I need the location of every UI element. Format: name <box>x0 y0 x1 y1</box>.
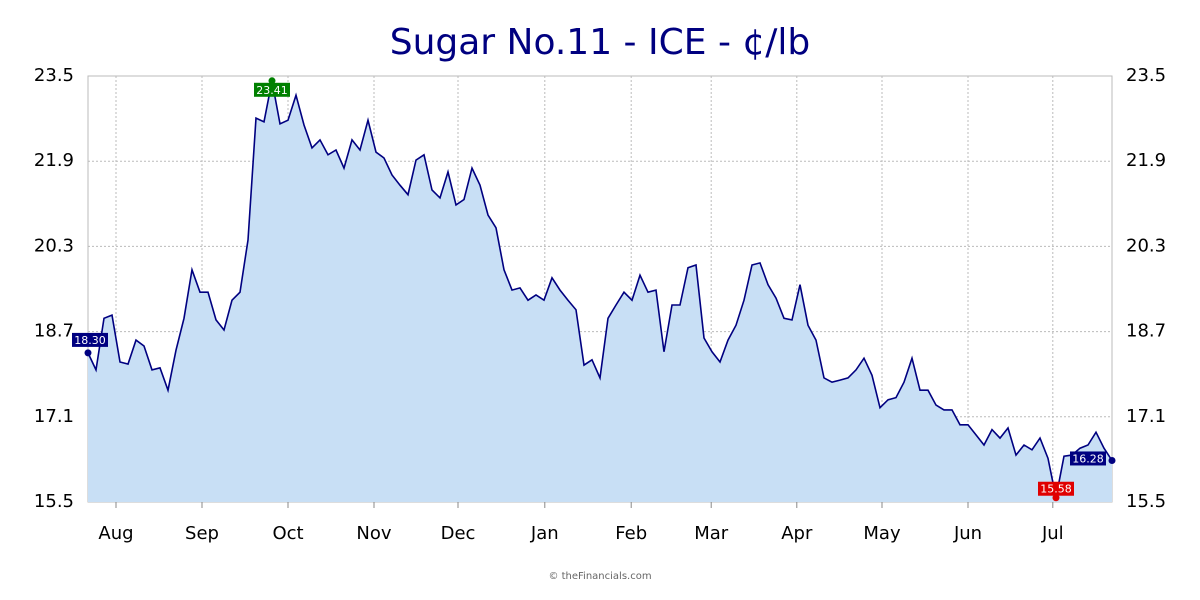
chart-title: Sugar No.11 - ICE - ¢/lb <box>390 22 811 63</box>
marker-label: 23.41 <box>256 84 288 97</box>
marker-box <box>254 82 290 97</box>
y2-tick-label: 17.1 <box>1126 406 1166 427</box>
y-tick-label: 20.3 <box>34 235 74 256</box>
y2-tick-label: 15.5 <box>1126 491 1166 512</box>
marker-point <box>268 77 276 85</box>
marker-point <box>1108 456 1116 464</box>
y-tick-label: 17.1 <box>34 406 74 427</box>
y-tick-label: 21.9 <box>34 150 74 171</box>
y2-tick-label: 21.9 <box>1126 150 1166 171</box>
y2-tick-label: 20.3 <box>1126 235 1166 256</box>
marker-box <box>1070 451 1106 466</box>
marker-box <box>1038 481 1074 496</box>
x-tick-label: Apr <box>781 523 813 544</box>
y-tick-label: 18.7 <box>34 321 74 342</box>
x-tick-label: May <box>863 523 901 544</box>
marker-label: 18.30 <box>74 334 106 347</box>
marker-label: 15.58 <box>1040 483 1072 496</box>
footer: © theFinancials.com <box>548 571 651 582</box>
marker-label: 16.28 <box>1072 452 1104 465</box>
y2-tick-label: 18.7 <box>1126 321 1166 342</box>
marker-point <box>84 349 92 357</box>
line <box>87 80 1113 498</box>
x-tick-label: Nov <box>356 523 391 544</box>
x-tick-label: Jul <box>1041 523 1064 544</box>
y2-tick-label: 23.5 <box>1126 65 1166 86</box>
area <box>88 80 1112 503</box>
y-tick-label: 23.5 <box>34 65 74 86</box>
x-tick-label: Oct <box>272 523 303 544</box>
x-tick-label: Dec <box>441 523 476 544</box>
x-tick-label: Mar <box>694 523 729 544</box>
y-tick-label: 15.5 <box>34 491 74 512</box>
marker-box <box>72 332 108 347</box>
x-tick-label: Feb <box>615 523 647 544</box>
x-tick-label: Sep <box>185 523 219 544</box>
marker-point <box>1052 494 1060 502</box>
x-tick-label: Jan <box>530 523 559 544</box>
x-tick-label: Jun <box>953 523 982 544</box>
x-tick-label: Aug <box>98 523 133 544</box>
